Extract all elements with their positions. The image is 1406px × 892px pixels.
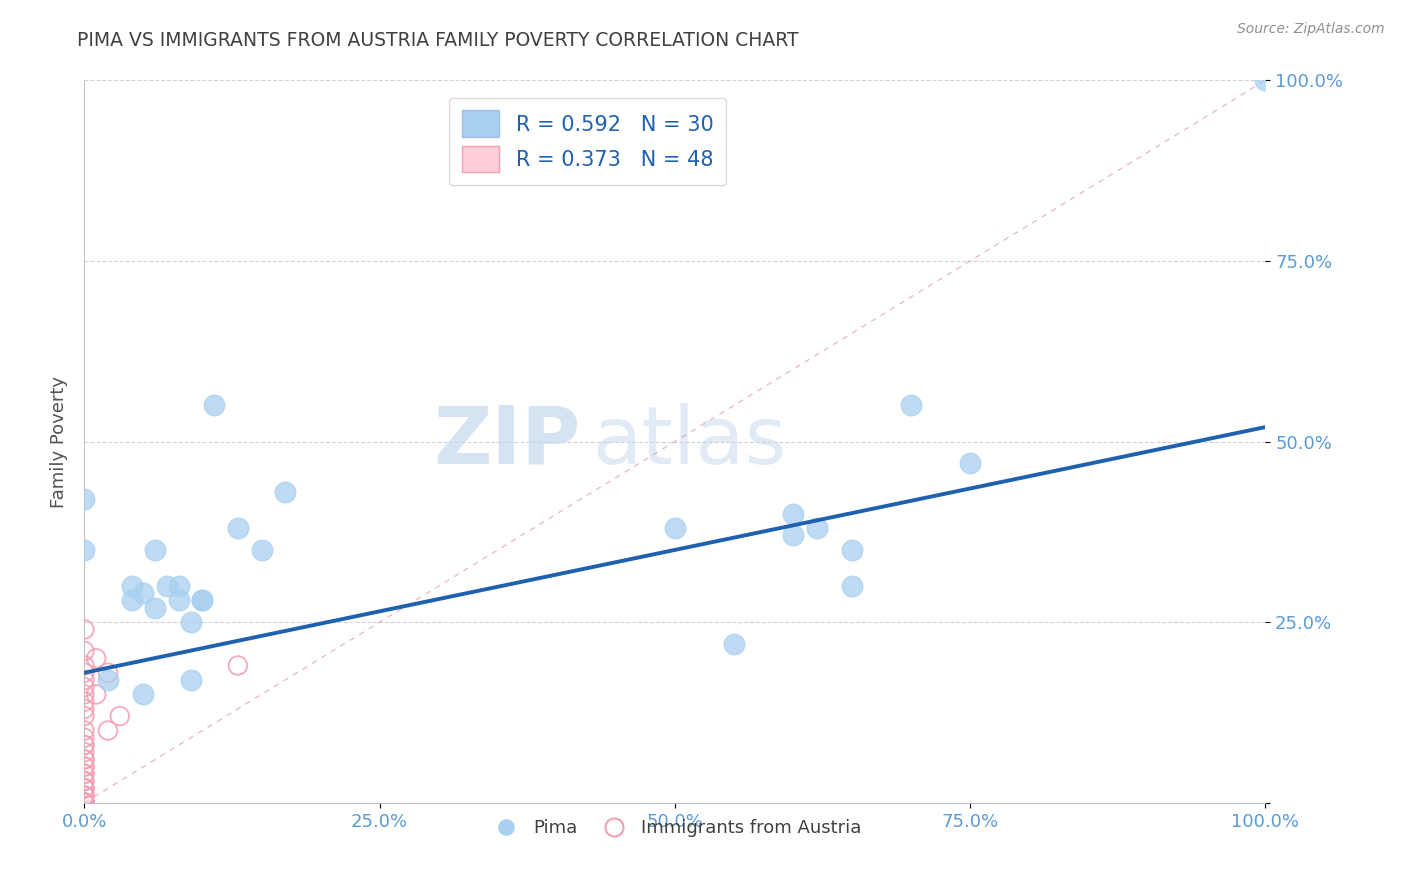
- Point: [73, 767, 96, 781]
- Point: [108, 709, 131, 723]
- Point: [73, 687, 96, 701]
- Point: [73, 796, 96, 810]
- Point: [84, 651, 107, 665]
- Point: [664, 521, 686, 535]
- Point: [250, 542, 273, 557]
- Point: [73, 542, 96, 557]
- Point: [73, 745, 96, 759]
- Point: [180, 673, 202, 687]
- Point: [73, 723, 96, 738]
- Point: [73, 752, 96, 766]
- Point: [73, 796, 96, 810]
- Point: [959, 456, 981, 470]
- Text: Source: ZipAtlas.com: Source: ZipAtlas.com: [1237, 22, 1385, 37]
- Point: [73, 796, 96, 810]
- Point: [841, 579, 863, 593]
- Point: [73, 796, 96, 810]
- Point: [73, 789, 96, 803]
- Point: [226, 658, 249, 673]
- Point: [132, 687, 155, 701]
- Point: [121, 593, 143, 607]
- Point: [723, 637, 745, 651]
- Point: [73, 760, 96, 774]
- Point: [73, 781, 96, 796]
- Point: [73, 665, 96, 680]
- Point: [900, 398, 922, 412]
- Point: [782, 507, 804, 521]
- Point: [73, 702, 96, 716]
- Point: [73, 752, 96, 766]
- Point: [84, 687, 107, 701]
- Point: [73, 789, 96, 803]
- Point: [121, 579, 143, 593]
- Point: [143, 600, 166, 615]
- Point: [73, 709, 96, 723]
- Point: [73, 680, 96, 694]
- Point: [226, 521, 249, 535]
- Point: [167, 593, 190, 607]
- Legend: Pima, Immigrants from Austria: Pima, Immigrants from Austria: [481, 812, 869, 845]
- Point: [274, 485, 297, 500]
- Point: [73, 738, 96, 752]
- Y-axis label: Family Poverty: Family Poverty: [49, 376, 67, 508]
- Point: [73, 774, 96, 789]
- Point: [132, 586, 155, 600]
- Point: [73, 623, 96, 637]
- Point: [180, 615, 202, 630]
- Point: [73, 796, 96, 810]
- Point: [73, 789, 96, 803]
- Point: [73, 796, 96, 810]
- Point: [191, 593, 214, 607]
- Text: ZIP: ZIP: [433, 402, 581, 481]
- Point: [73, 781, 96, 796]
- Point: [1254, 73, 1277, 87]
- Point: [806, 521, 828, 535]
- Point: [202, 398, 225, 412]
- Point: [73, 673, 96, 687]
- Point: [73, 789, 96, 803]
- Point: [143, 542, 166, 557]
- Point: [73, 796, 96, 810]
- Point: [73, 760, 96, 774]
- Point: [97, 723, 120, 738]
- Text: atlas: atlas: [592, 402, 786, 481]
- Point: [73, 492, 96, 507]
- Point: [73, 781, 96, 796]
- Point: [73, 796, 96, 810]
- Point: [73, 658, 96, 673]
- Point: [156, 579, 179, 593]
- Text: PIMA VS IMMIGRANTS FROM AUSTRIA FAMILY POVERTY CORRELATION CHART: PIMA VS IMMIGRANTS FROM AUSTRIA FAMILY P…: [77, 31, 799, 50]
- Point: [97, 673, 120, 687]
- Point: [73, 767, 96, 781]
- Point: [73, 781, 96, 796]
- Point: [97, 665, 120, 680]
- Point: [167, 579, 190, 593]
- Point: [73, 796, 96, 810]
- Point: [191, 593, 214, 607]
- Point: [73, 731, 96, 745]
- Point: [841, 542, 863, 557]
- Point: [782, 528, 804, 542]
- Point: [73, 774, 96, 789]
- Point: [73, 796, 96, 810]
- Point: [73, 695, 96, 709]
- Point: [73, 796, 96, 810]
- Point: [73, 738, 96, 752]
- Point: [73, 644, 96, 658]
